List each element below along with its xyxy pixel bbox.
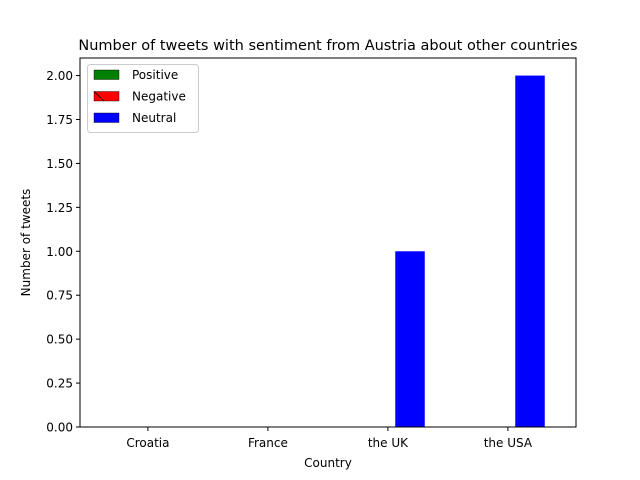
x-axis-label: Country	[304, 456, 352, 470]
legend-label-neutral: Neutral	[132, 111, 176, 125]
plot-area-frame	[79, 57, 577, 428]
bar-neutral-the-uk	[395, 251, 425, 427]
legend-swatch-neutral	[93, 112, 120, 123]
legend-swatch-negative	[93, 91, 120, 102]
x-tick-label: Croatia	[126, 436, 169, 450]
x-tick-label: the USA	[484, 436, 533, 450]
bars-group	[395, 75, 545, 427]
legend-swatch-positive	[93, 69, 120, 80]
y-tick-label: 1.00	[46, 245, 73, 259]
y-tick-label: 0.25	[46, 377, 73, 391]
legend-hatch-mark	[93, 91, 105, 102]
legend-label-positive: Positive	[132, 68, 178, 82]
chart-title: Number of tweets with sentiment from Aus…	[78, 38, 577, 54]
y-tick-label: 2.00	[46, 69, 73, 83]
y-axis-label: Number of tweets	[19, 189, 33, 297]
x-axis-ticks: Croatia France the UK the USA	[126, 427, 533, 450]
legend-label-negative: Negative	[132, 90, 186, 104]
y-tick-label: 0.00	[46, 421, 73, 435]
y-tick-label: 1.25	[46, 201, 73, 215]
y-tick-label: 0.75	[46, 289, 73, 303]
x-tick-label: the UK	[368, 436, 409, 450]
legend: Positive Negative Neutral	[87, 64, 199, 133]
y-tick-label: 1.50	[46, 157, 73, 171]
y-tick-label: 0.50	[46, 333, 73, 347]
y-axis-ticks: 0.00 0.25 0.50 0.75 1.00 1.25 1.50 1.75 2.00	[46, 69, 80, 435]
x-tick-label: France	[248, 436, 288, 450]
y-tick-label: 1.75	[46, 113, 73, 127]
bar-neutral-the-usa	[515, 75, 545, 427]
